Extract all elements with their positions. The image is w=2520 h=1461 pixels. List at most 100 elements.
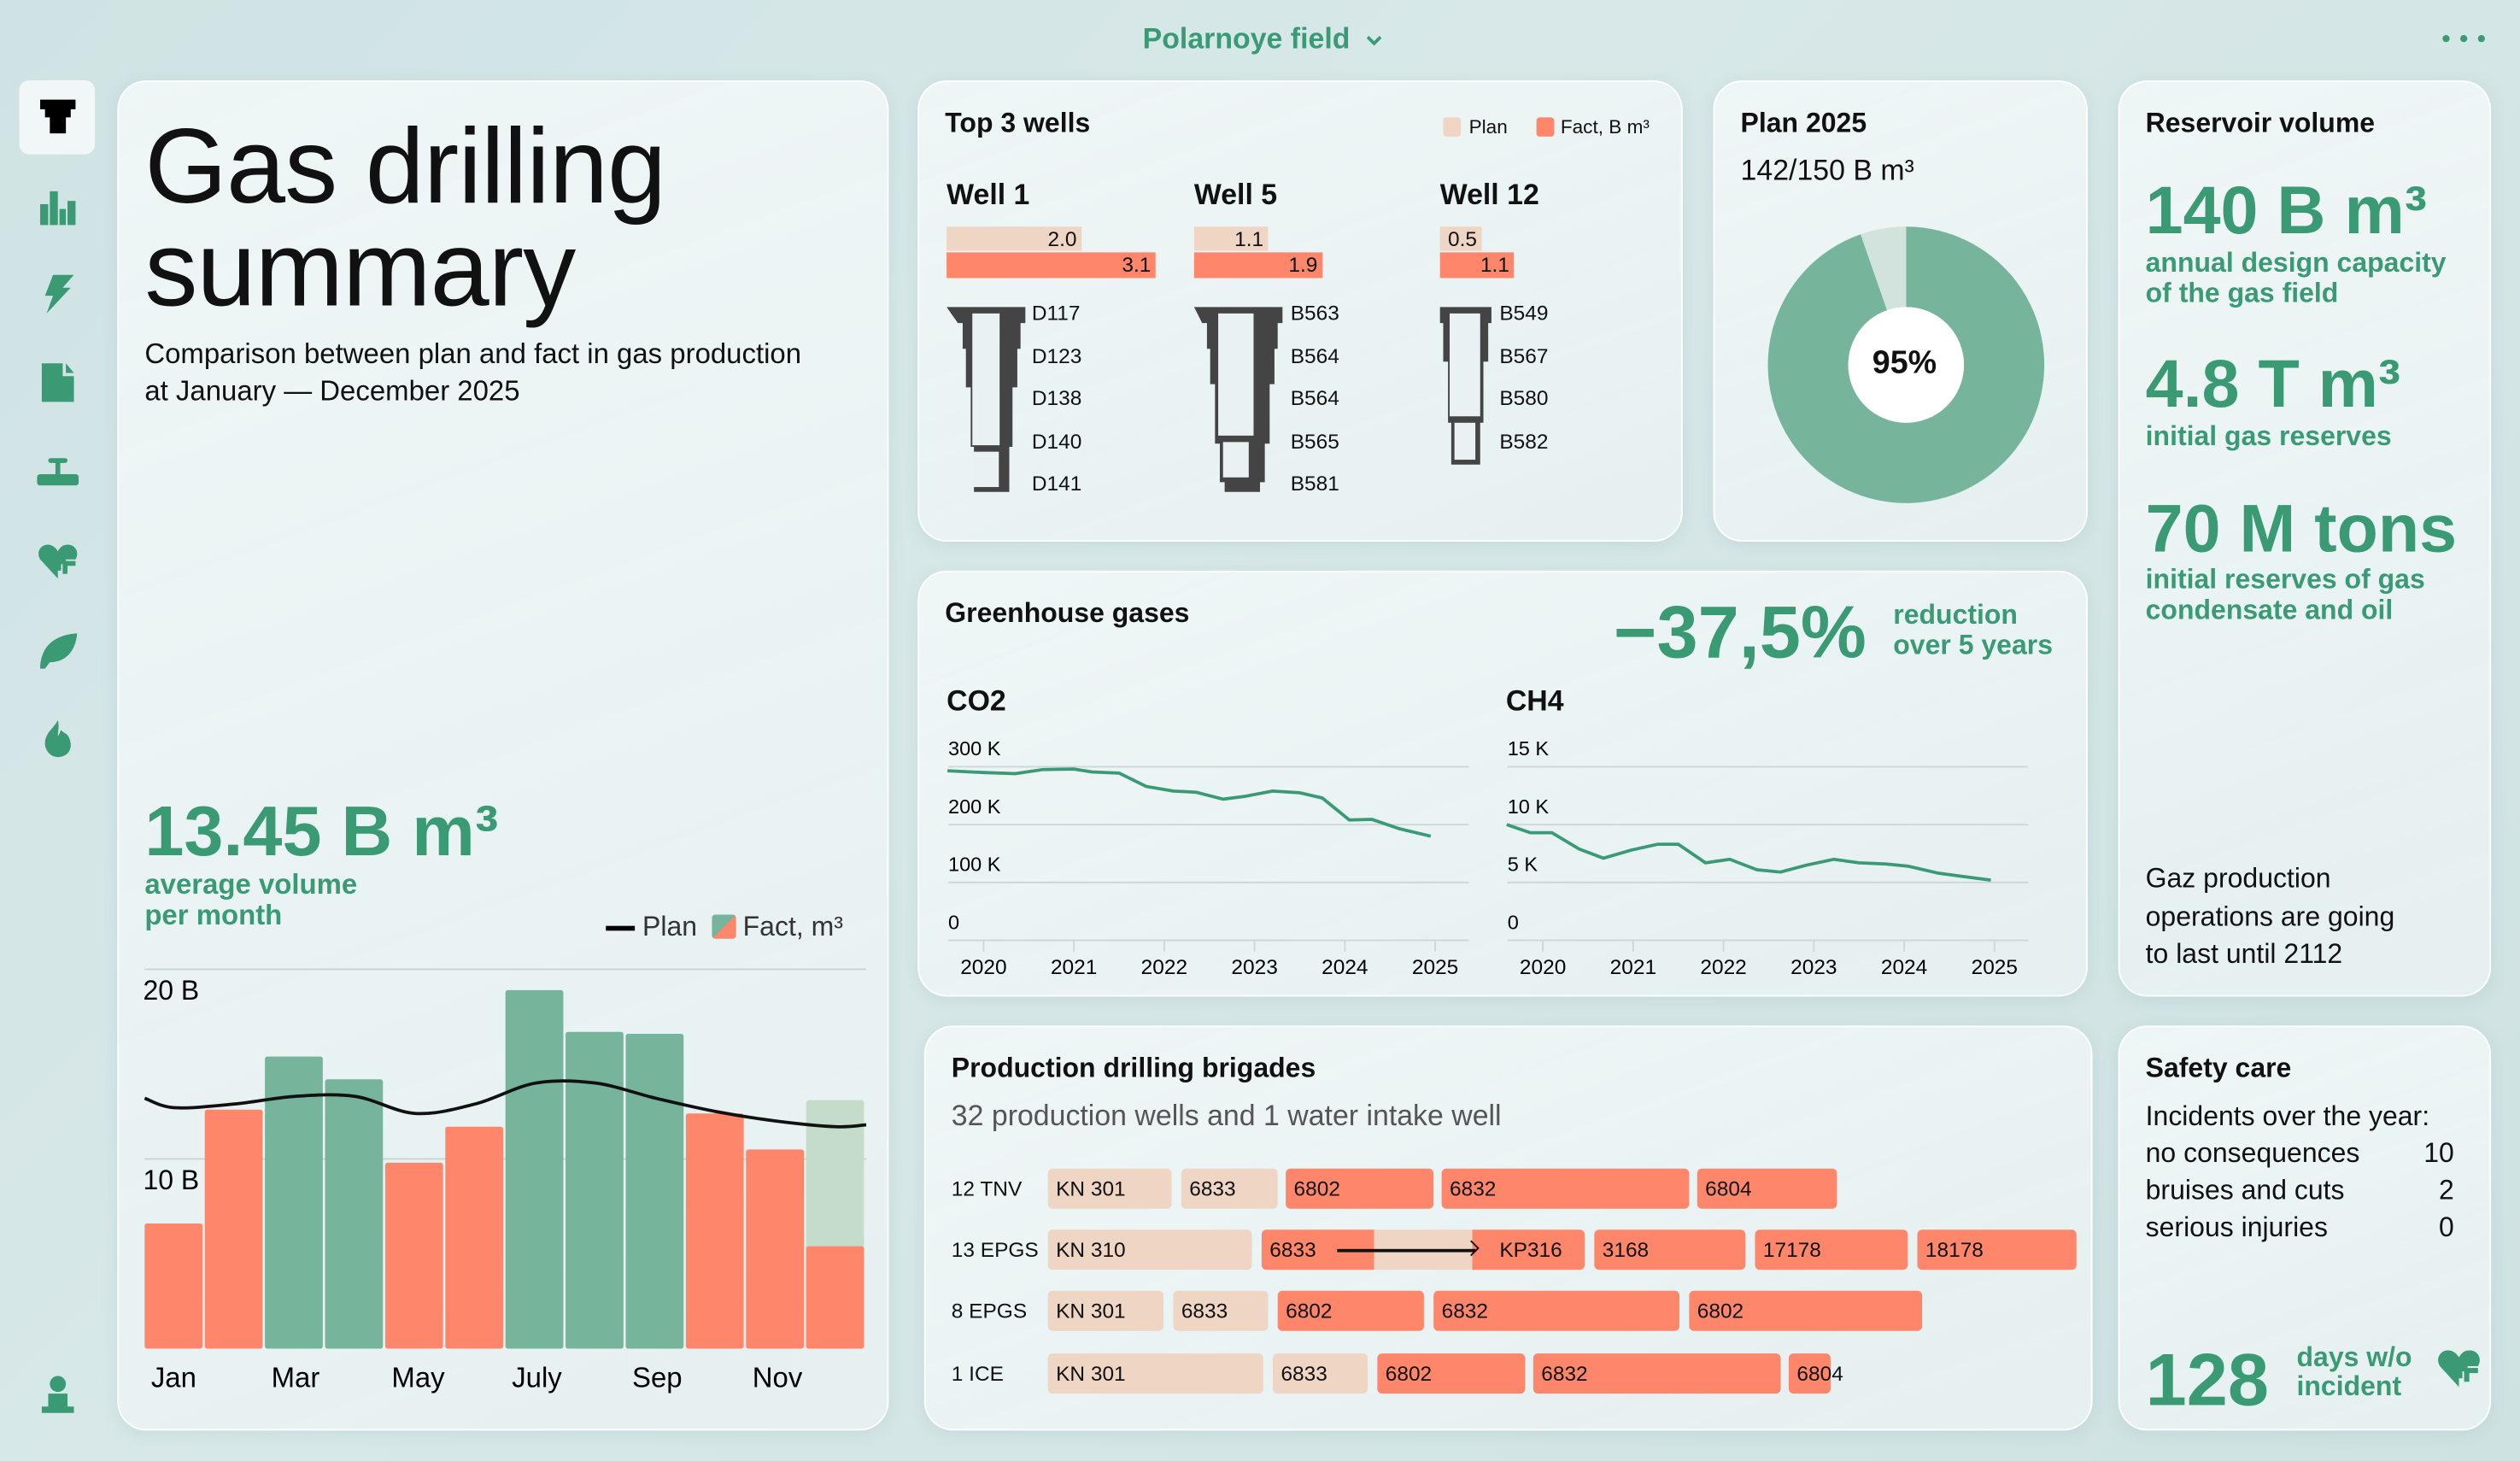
bar-apr [325,1079,384,1349]
well-section-label: B549 [1499,300,1549,326]
more-dots-icon[interactable] [2440,32,2488,45]
schedule-segment-plan[interactable]: KN 310 [1047,1229,1252,1270]
schedule-segment-plan[interactable]: 6833 [1181,1168,1278,1209]
sidebar-item-drill[interactable] [19,80,96,155]
summary-card: Gas drilling summary Comparison between … [117,80,889,1431]
co2-title: CO2 [946,684,1006,718]
well-section-label: B565 [1290,428,1339,454]
x-tick-label: 2024 [1322,956,1368,979]
chevron-down-icon [1366,35,1382,46]
field-name: Polarnoye field [1142,22,1351,55]
schedule-segment-fact[interactable]: 6804 [1788,1353,1843,1394]
well-section-label: B563 [1290,300,1339,326]
title-line: summary [144,208,576,328]
sidebar-item-energy[interactable] [20,257,95,332]
y-tick-label: 0 [948,911,959,933]
schedule-segment-plan[interactable]: KN 301 [1047,1353,1263,1394]
legend-plan-label: Plan [1468,115,1508,138]
well-1-diagram [946,307,1026,492]
y-tick-label: 300 K [948,737,1001,760]
schedule-segment-plan[interactable]: KN 301 [1047,1290,1164,1331]
fact-bar: 1.1 [1439,252,1515,279]
sidebar-item-gas[interactable] [20,702,95,777]
bar-aug [566,1031,624,1349]
field-selector[interactable]: Polarnoye field [1143,22,1384,56]
y-tick-label: 10 B [143,1165,199,1195]
well-name: Well 12 [1439,178,1539,211]
x-tick-label: 2021 [1051,956,1097,979]
y-tick-label: 5 K [1508,854,1538,876]
average-volume-value: 13.45 B m³ [144,792,499,871]
schedule-segment-fact[interactable]: 6832 [1533,1353,1781,1394]
bar-jun [445,1126,504,1349]
brigade-label: 13 EPGS [951,1237,1039,1262]
label-line: initial gas reserves [2145,420,2392,452]
schedule-segment-fact[interactable]: 6802 [1689,1290,1923,1331]
well-section-label: D141 [1031,471,1082,496]
sidebar-item-ecology[interactable] [20,613,95,687]
schedule-segment-fact[interactable]: 6833 KP316 [1261,1229,1585,1270]
label-line: reduction [1893,599,2018,631]
schedule-segment-fact[interactable]: 6804 [1697,1168,1837,1209]
plan-bar: 2.0 [946,226,1082,251]
legend-fact-swatch [1536,117,1555,137]
stat-value: 70 M tons [2145,490,2458,566]
sidebar-item-health[interactable] [20,524,95,598]
fact-bar: 1.9 [1193,252,1322,279]
incident-count: 10 [2423,1138,2454,1169]
x-tick-label: Nov [753,1362,803,1394]
label-line: over 5 years [1893,630,2053,661]
legend-fact-swatch [711,914,735,939]
bar-may [384,1162,443,1349]
brigade-label: 1 ICE [951,1361,1004,1386]
label-line: initial reserves of gas [2145,564,2425,596]
segment-target-label: KP316 [1499,1237,1562,1262]
schedule-segment-fact[interactable]: 3168 [1594,1229,1746,1270]
emissions-line-charts: 0 100 K 200 K 300 K 2020 2021 2022 2023 2024 2025… [947,737,2029,979]
well-section-label: B564 [1290,385,1339,411]
y-tick-label: 20 B [143,975,199,1006]
incidents-intro: Incidents over the year: [2145,1100,2430,1132]
co2-line [947,767,1432,838]
bar-chart-icon [39,191,75,226]
plan-2025-card: Plan 2025 142/150 B m³ 95% [1713,80,2088,543]
bar-mar [265,1056,323,1349]
x-tick-label: 2020 [1520,956,1566,979]
brigades-subtitle: 32 production wells and 1 water intake w… [951,1099,1502,1132]
x-tick-label: 2020 [960,956,1006,979]
subtitle-line: at January — December 2025 [144,374,520,407]
valve-icon [36,458,79,486]
schedule-segment-fact[interactable]: 6832 [1433,1290,1680,1331]
greenhouse-card: Greenhouse gases −37,5% reduction over 5 … [917,570,2088,997]
schedule-segment-fact[interactable]: 6802 [1286,1168,1434,1209]
x-tick-label: 2025 [1412,956,1458,979]
schedule-segment-plan[interactable]: 6833 [1273,1353,1368,1394]
bar-feb [204,1109,263,1349]
schedule-segment-fact[interactable]: 17178 [1755,1229,1908,1270]
brigade-label: 8 EPGS [951,1299,1028,1323]
schedule-segment-plan[interactable]: KN 301 [1047,1168,1172,1209]
note-line: to last until 2112 [2145,938,2343,970]
subtitle-line: Comparison between plan and fact in gas … [144,337,802,370]
well-section-label: D138 [1031,385,1082,411]
sidebar-item-documents[interactable] [20,345,95,420]
schedule-segment-fact[interactable]: 6802 [1377,1353,1526,1394]
page-title: Gas drilling summary [144,113,666,328]
schedule-segment-fact[interactable]: 6802 [1277,1290,1424,1331]
top-wells-card: Top 3 wells Plan Fact, B m³ Well 1 2.0 3.1… [917,80,1683,543]
schedule-segment-fact[interactable]: 18178 [1917,1229,2077,1270]
incident-label: bruises and cuts [2145,1175,2345,1206]
y-tick-label: 10 K [1508,795,1550,818]
sidebar-profile[interactable] [20,1358,95,1433]
donut-center-label: 95% [1872,345,1937,381]
well-diagrams [946,307,1491,492]
x-tick-label: 2024 [1881,956,1927,979]
bar-oct [685,1113,744,1349]
schedule-segment-fact[interactable]: 6832 [1441,1168,1690,1209]
drill-icon [39,99,75,134]
schedule-segment-plan[interactable]: 6833 [1173,1290,1269,1331]
sidebar-item-pipeline[interactable] [20,436,95,510]
card-title: Reservoir volume [2145,108,2376,138]
card-title: Greenhouse gases [945,597,1190,629]
sidebar-item-analytics[interactable] [20,170,95,244]
